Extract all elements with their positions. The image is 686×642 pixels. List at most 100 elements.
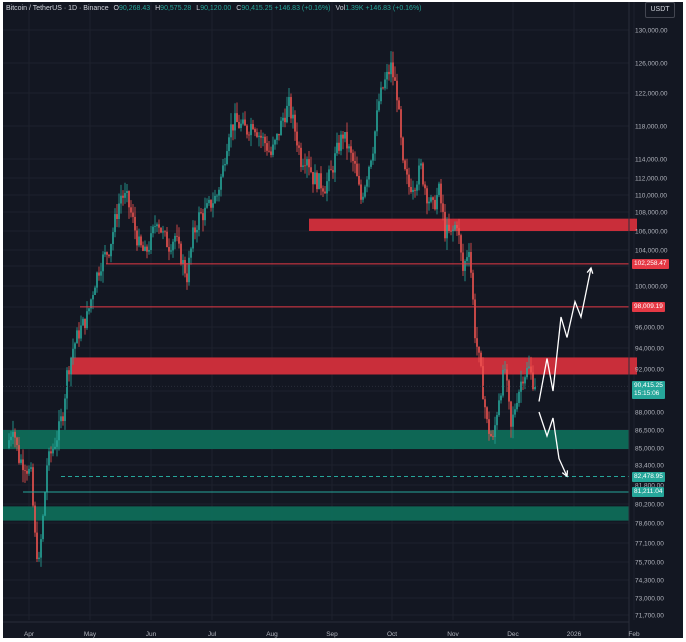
currency-button[interactable]: USDT: [645, 2, 675, 18]
candle-up: [240, 123, 242, 128]
y-tick-label: 73,000.00: [635, 596, 664, 603]
chart-panel[interactable]: 130,000.00 126,000.00 122,000.00 118,000.00…: [3, 2, 683, 638]
candle-up: [56, 440, 58, 447]
candle-up: [418, 165, 420, 185]
candle-up: [218, 189, 220, 196]
candle-down: [492, 436, 494, 438]
candle-up: [214, 195, 216, 204]
candle-down: [434, 199, 436, 210]
change-value: +146.83 (+0.16%): [274, 5, 331, 12]
candle-up: [92, 295, 94, 300]
candle-up: [20, 459, 22, 463]
candle-up: [526, 368, 528, 378]
high-label: H: [155, 5, 161, 12]
y-tick-label: 94,000.00: [635, 346, 664, 353]
candle-up: [362, 196, 364, 200]
candle-up: [88, 308, 90, 312]
candle-down: [68, 370, 70, 375]
y-tick-label: 96,000.00: [635, 325, 664, 332]
candle-up: [174, 235, 176, 242]
candle-up: [156, 224, 158, 227]
candle-up: [144, 246, 146, 251]
candle-up: [348, 146, 350, 149]
low-value: 90,120.00: [200, 5, 232, 12]
candle-up: [102, 254, 104, 272]
candle-up: [534, 386, 536, 390]
candle-up: [118, 203, 120, 220]
candle-up: [366, 179, 368, 187]
candle-up: [372, 153, 374, 161]
y-tick-label: 130,000.00: [635, 28, 668, 35]
last-price-tag: 90,415.25 15:15:06: [632, 381, 665, 400]
candle-down: [78, 330, 80, 339]
candle-down: [450, 230, 452, 232]
candle-up: [228, 137, 230, 152]
candle-up: [224, 164, 226, 166]
candle-up: [344, 131, 346, 139]
candle-down: [134, 216, 136, 231]
candle-down: [200, 212, 202, 214]
candle-up: [196, 229, 198, 233]
candle-down: [256, 132, 258, 137]
level-price-tag: 102,258.47: [632, 258, 669, 269]
candle-down: [482, 366, 484, 400]
candle-down: [360, 184, 362, 200]
candle-down: [36, 532, 38, 559]
candle-down: [238, 122, 240, 128]
open-value: 90,268.43: [119, 5, 151, 12]
x-tick-label: Jul: [208, 631, 217, 638]
candle-up: [96, 272, 98, 288]
x-tick-label: 2026: [567, 631, 582, 638]
candle-down: [346, 131, 348, 149]
candle-down: [406, 169, 408, 175]
close-label: C: [236, 5, 242, 12]
candle-up: [10, 436, 12, 441]
candle-up: [496, 415, 498, 426]
price-chart[interactable]: 130,000.00 126,000.00 122,000.00 118,000.00…: [3, 2, 683, 638]
y-tick-label: 83,400.00: [635, 463, 664, 470]
y-tick-label: 108,000.00: [635, 210, 668, 217]
candle-down: [296, 131, 298, 146]
candle-down: [488, 419, 490, 434]
candle-up: [280, 120, 282, 136]
candle-up: [172, 241, 174, 251]
candle-up: [386, 71, 388, 80]
y-tick-label: 85,000.00: [635, 446, 664, 453]
candle-down: [350, 146, 352, 153]
y-tick-label: 126,000.00: [635, 61, 668, 68]
zone-support: [3, 506, 629, 521]
candle-down: [84, 318, 86, 329]
candle-up: [152, 226, 154, 234]
x-tick-label: Nov: [447, 631, 459, 638]
candle-down: [106, 252, 108, 255]
x-tick-label: Sep: [326, 631, 338, 638]
candle-down: [508, 380, 510, 402]
candle-up: [524, 377, 526, 384]
volume-value: 1.39K: [345, 5, 364, 12]
x-tick-label: May: [84, 631, 97, 638]
candle-down: [472, 272, 474, 300]
candle-up: [328, 169, 330, 182]
candle-up: [512, 414, 514, 427]
candle-up: [86, 311, 88, 329]
candle-down: [338, 142, 340, 151]
candle-up: [58, 421, 60, 441]
candle-up: [438, 183, 440, 196]
candle-down: [264, 136, 266, 144]
candle-up: [72, 348, 74, 358]
candle-up: [272, 144, 274, 155]
candle-down: [268, 150, 270, 152]
candle-down: [136, 230, 138, 246]
candle-down: [140, 236, 142, 246]
candle-down: [532, 372, 534, 390]
candle-up: [494, 425, 496, 438]
candle-up: [502, 369, 504, 396]
candle-down: [62, 416, 64, 422]
candle-up: [520, 381, 522, 392]
x-tick-label: Feb: [628, 631, 640, 638]
candle-up: [124, 193, 126, 198]
candle-down: [248, 134, 250, 136]
candle-down: [246, 125, 248, 135]
candle-down: [184, 260, 186, 274]
